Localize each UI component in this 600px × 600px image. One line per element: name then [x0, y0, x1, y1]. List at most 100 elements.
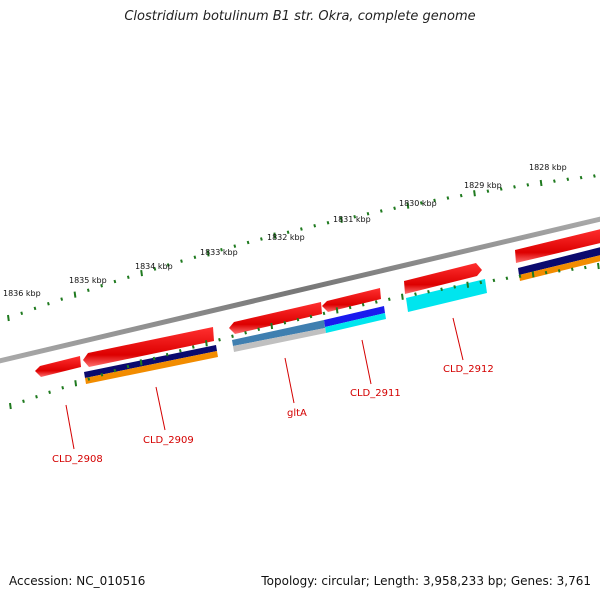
ruler-major-tick — [270, 322, 274, 330]
ruler-minor-tick — [48, 390, 51, 394]
ruler-minor-tick — [433, 198, 436, 203]
ruler-minor-tick — [427, 289, 430, 294]
ruler-minor-tick — [593, 174, 596, 178]
ruler-minor-tick — [309, 314, 313, 319]
gene-cld-2912[interactable] — [404, 263, 482, 294]
outer-ruler — [7, 174, 596, 322]
ruler-major-tick — [473, 190, 476, 197]
ruler-minor-tick — [387, 297, 391, 302]
ruler-major-tick — [273, 232, 277, 239]
ruler-minor-tick — [35, 394, 38, 399]
ruler-minor-tick — [486, 189, 490, 193]
ruler-minor-tick — [193, 255, 197, 259]
ruler-major-tick — [73, 291, 77, 298]
ruler-minor-tick — [126, 275, 130, 279]
ruler-minor-tick — [583, 265, 587, 270]
ruler-major-tick — [401, 293, 404, 300]
ruler-major-tick — [206, 250, 210, 257]
ruler-major-tick — [531, 271, 535, 278]
ruler-label: 1829 kbp — [464, 181, 502, 190]
ruler-minor-tick — [165, 352, 169, 357]
ruler-major-tick — [466, 281, 470, 288]
ruler-minor-tick — [453, 285, 457, 289]
ruler-major-tick — [140, 269, 143, 277]
ruler-minor-tick — [233, 244, 237, 248]
cds-track-navy — [518, 247, 600, 275]
ruler-label: 1836 kbp — [3, 289, 41, 298]
ruler-label: 1831 kbp — [333, 215, 371, 224]
ruler-minor-tick — [180, 259, 183, 263]
ruler-minor-tick — [348, 305, 352, 310]
cds-track-cyan — [406, 279, 487, 312]
ruler-minor-tick — [166, 263, 170, 267]
cds-track-silver — [233, 328, 326, 352]
ruler-major-tick — [340, 216, 343, 223]
ruler-minor-tick — [60, 297, 64, 301]
ruler-minor-tick — [526, 183, 530, 187]
cds-track-cyan — [325, 313, 386, 333]
ruler-major-tick — [205, 340, 208, 347]
cds-track-navy — [84, 345, 217, 378]
gene-label-cld-2908: CLD_2908 — [52, 454, 103, 465]
ruler-minor-tick — [33, 306, 37, 311]
cds-track-steelblue — [232, 320, 325, 346]
ruler-minor-tick — [322, 311, 326, 316]
genome-summary-text: Topology: circular; Length: 3,958,233 bp… — [261, 574, 591, 588]
ruler-minor-tick — [126, 364, 130, 369]
gene-cld-2908[interactable] — [35, 356, 81, 377]
inner-ruler — [9, 262, 600, 410]
genome-backbone — [0, 216, 600, 364]
ruler-minor-tick — [296, 317, 300, 322]
ruler-minor-tick — [100, 284, 103, 288]
ruler-minor-tick — [353, 214, 357, 219]
ruler-major-tick — [139, 359, 143, 366]
ruler-label: 1828 kbp — [529, 163, 567, 172]
ruler-minor-tick — [246, 240, 250, 245]
map-title: Clostridium botulinum B1 str. Okra, comp… — [124, 9, 476, 24]
ruler-minor-tick — [86, 288, 90, 292]
gene-labels: CLD_2908 CLD_2909 gltA CLD_2911 CLD_2912 — [52, 364, 494, 465]
ruler-minor-tick — [459, 193, 463, 198]
ruler-minor-tick — [153, 267, 157, 271]
ruler-minor-tick — [579, 175, 583, 180]
ruler-minor-tick — [570, 267, 574, 271]
gene-label-cld-2912: CLD_2912 — [443, 364, 494, 375]
ruler-minor-tick — [231, 334, 234, 338]
gene-label-cld-2909: CLD_2909 — [143, 435, 194, 446]
ruler-minor-tick — [220, 247, 223, 252]
gene-label-cld-2911: CLD_2911 — [350, 388, 401, 399]
ruler-major-tick — [74, 380, 78, 387]
ruler-minor-tick — [446, 196, 450, 200]
ruler-minor-tick — [544, 270, 548, 275]
ruler-major-tick — [7, 314, 10, 322]
ruler-minor-tick — [61, 385, 65, 390]
ruler-minor-tick — [361, 302, 365, 307]
gene-label-glta: gltA — [287, 408, 307, 419]
ruler-minor-tick — [300, 227, 303, 231]
ruler-label: 1833 kbp — [200, 248, 238, 257]
ruler-minor-tick — [22, 399, 25, 404]
ruler-minor-tick — [286, 230, 290, 235]
ruler-minor-tick — [505, 276, 509, 281]
ruler-label: 1832 kbp — [267, 233, 305, 242]
gene-cld-2909[interactable] — [83, 327, 214, 367]
ruler-minor-tick — [191, 345, 195, 349]
ruler-minor-tick — [100, 373, 104, 377]
ruler-minor-tick — [479, 280, 483, 285]
ruler-minor-tick — [414, 292, 417, 296]
ruler-major-tick — [597, 262, 600, 270]
gene-features — [35, 228, 600, 384]
cds-track-blue — [324, 306, 385, 327]
ruler-minor-tick — [326, 220, 330, 225]
ruler-minor-tick — [178, 349, 182, 353]
ruler-minor-tick — [366, 212, 370, 216]
ruler-minor-tick — [379, 209, 383, 213]
ruler-minor-tick — [218, 337, 221, 342]
gene-offpage[interactable] — [515, 228, 600, 263]
ruler-minor-tick — [513, 185, 516, 189]
ruler-minor-tick — [152, 356, 156, 361]
ruler-minor-tick — [499, 187, 503, 191]
gene-cld-2911[interactable] — [322, 288, 381, 312]
gene-glta[interactable] — [229, 302, 322, 334]
